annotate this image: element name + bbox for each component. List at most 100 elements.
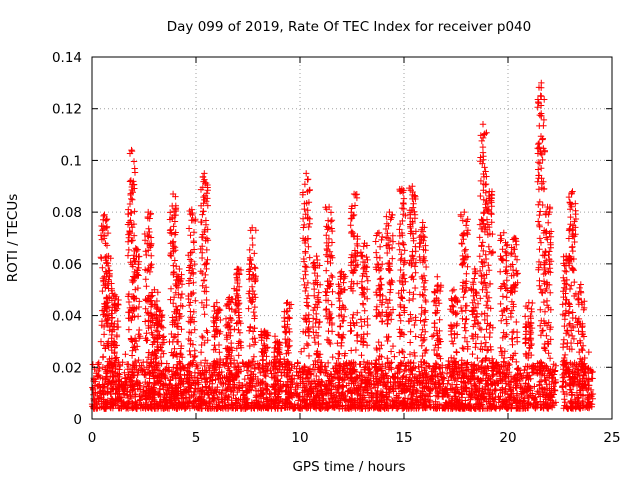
data-point <box>227 332 234 339</box>
data-point <box>198 254 206 262</box>
data-point <box>142 276 149 283</box>
data-point <box>156 398 163 405</box>
data-point <box>349 229 357 237</box>
data-point <box>234 265 241 273</box>
data-point <box>515 365 522 372</box>
data-point <box>271 333 279 340</box>
data-point <box>376 243 384 250</box>
data-point <box>263 386 270 393</box>
data-point <box>340 279 347 286</box>
data-point <box>304 342 312 349</box>
data-point <box>252 265 259 272</box>
data-point <box>560 362 568 369</box>
data-point <box>507 386 514 394</box>
data-point <box>379 233 386 241</box>
data-point <box>188 257 195 265</box>
data-point <box>495 393 502 400</box>
data-point <box>315 289 322 296</box>
data-point <box>303 170 310 177</box>
data-point <box>348 347 355 354</box>
data-point <box>125 298 133 306</box>
data-point <box>185 318 193 325</box>
data-point <box>391 353 398 360</box>
data-point <box>124 238 132 245</box>
data-point <box>567 386 575 393</box>
data-point <box>487 400 494 407</box>
data-point <box>242 384 249 391</box>
data-point <box>235 352 242 359</box>
data-point <box>305 311 312 319</box>
data-point <box>399 295 406 302</box>
data-point <box>396 246 403 253</box>
data-point <box>329 353 336 361</box>
data-point <box>424 374 432 381</box>
data-point <box>245 305 252 312</box>
data-point <box>411 321 418 329</box>
data-point <box>527 375 534 382</box>
data-point <box>112 355 119 362</box>
data-point <box>383 213 390 220</box>
data-point <box>199 208 207 215</box>
data-point <box>537 332 545 339</box>
data-point <box>235 326 242 334</box>
data-point <box>294 360 301 367</box>
data-point <box>174 331 182 338</box>
data-point <box>197 349 205 356</box>
data-point <box>513 392 520 399</box>
data-point <box>96 395 103 402</box>
data-point <box>332 389 340 396</box>
data-point <box>495 399 502 406</box>
data-point <box>377 285 384 293</box>
data-point <box>407 339 414 346</box>
data-point <box>301 384 309 391</box>
data-point <box>386 289 394 296</box>
data-point <box>415 363 422 370</box>
data-point <box>341 363 348 370</box>
data-point <box>216 349 223 356</box>
data-point <box>325 399 333 406</box>
data-point <box>254 360 261 367</box>
data-point <box>253 393 261 400</box>
data-point <box>340 317 347 324</box>
data-point <box>395 240 402 247</box>
data-point <box>301 205 308 213</box>
data-point <box>130 158 138 165</box>
chart-title: Day 099 of 2019, Rate Of TEC Index for r… <box>167 19 531 35</box>
data-point <box>327 340 334 348</box>
data-point <box>400 382 408 389</box>
data-point <box>366 404 373 412</box>
data-point <box>363 273 370 280</box>
data-point <box>340 377 347 384</box>
data-point <box>251 250 258 257</box>
data-point <box>417 317 424 324</box>
data-point <box>376 276 384 283</box>
data-point <box>247 386 255 394</box>
data-point <box>407 328 414 335</box>
data-point <box>282 329 290 336</box>
data-point <box>306 254 313 261</box>
data-point <box>247 324 254 331</box>
data-point <box>521 366 528 374</box>
data-point <box>214 383 221 391</box>
data-point <box>191 326 198 333</box>
data-point <box>170 262 177 269</box>
data-point <box>203 296 210 304</box>
data-point <box>328 328 336 335</box>
data-point <box>387 286 394 293</box>
data-point <box>329 273 336 281</box>
data-point <box>490 398 497 405</box>
data-point <box>420 283 427 291</box>
data-point <box>313 372 320 380</box>
data-point <box>228 339 235 347</box>
data-point <box>347 222 354 229</box>
data-point <box>113 331 121 339</box>
data-point <box>471 382 478 389</box>
data-point <box>411 284 419 292</box>
data-point <box>573 403 580 411</box>
data-point <box>327 218 335 225</box>
data-point <box>525 393 533 401</box>
data-point <box>364 321 371 329</box>
data-point <box>305 303 312 310</box>
data-point <box>306 220 313 227</box>
